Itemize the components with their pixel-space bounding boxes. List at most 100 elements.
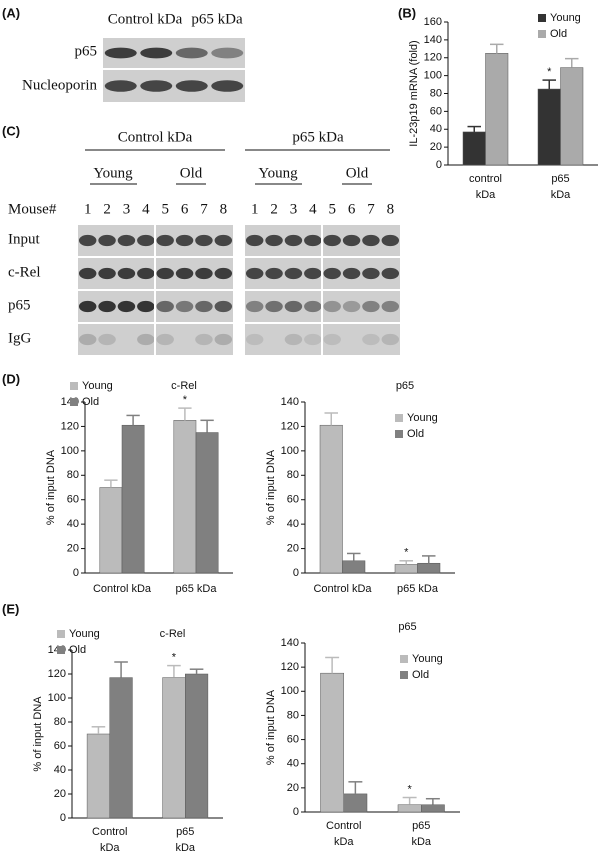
- legend-swatch: [538, 14, 546, 22]
- blot-band: [342, 267, 361, 280]
- x-tick-label: control kDa: [469, 173, 502, 201]
- blot-band: [98, 267, 116, 280]
- blot-band: [284, 234, 303, 247]
- significance-marker: *: [407, 783, 412, 795]
- blot-band: [323, 267, 341, 280]
- mouse-number: 2: [103, 201, 111, 217]
- blot-band: [265, 234, 283, 247]
- blot-band: [137, 300, 155, 313]
- blot-band: [362, 234, 380, 247]
- bar: [485, 53, 509, 166]
- panel-label: (E): [2, 601, 19, 616]
- bar: [173, 420, 197, 574]
- blot-band: [98, 234, 116, 247]
- blot-band: [214, 333, 233, 346]
- blot-band: [214, 234, 233, 247]
- bar: [320, 672, 344, 813]
- error-bar: [178, 407, 192, 421]
- blot-band: [245, 234, 264, 247]
- blot-band: [284, 333, 303, 346]
- mouse-number: 6: [348, 201, 356, 217]
- bar: [342, 560, 366, 574]
- mouse-number: 5: [328, 201, 336, 217]
- lane-label: Control kDa: [108, 11, 183, 27]
- legend-label: Old: [69, 644, 86, 656]
- y-tick-label: 40: [287, 758, 299, 770]
- legend-label: Young: [82, 380, 113, 392]
- group-label: Control kDa: [118, 129, 193, 145]
- mouse-number: 8: [220, 201, 228, 217]
- blot-band: [381, 234, 400, 247]
- error-bar: [542, 79, 556, 90]
- bar: [343, 793, 368, 813]
- legend-label: Old: [407, 428, 424, 440]
- blot-band: [381, 333, 400, 346]
- y-tick-label: 80: [287, 469, 299, 481]
- chart-title: p65: [396, 380, 414, 392]
- y-tick-label: 60: [287, 733, 299, 745]
- panel-label: (D): [2, 371, 20, 386]
- legend-label: Young: [407, 412, 438, 424]
- row-label: IgG: [8, 330, 31, 346]
- y-tick-label: 100: [61, 445, 79, 457]
- bar: [417, 562, 441, 574]
- mouse-number: 3: [290, 201, 298, 217]
- error-bar: [324, 412, 338, 426]
- panel-label: (B): [398, 5, 416, 20]
- blot-band: [381, 300, 400, 313]
- y-tick-label: 20: [67, 542, 79, 554]
- y-tick-label: 80: [430, 87, 442, 99]
- mouse-number: 5: [161, 201, 169, 217]
- legend-label: Old: [82, 396, 99, 408]
- age-label: Young: [93, 165, 133, 181]
- legend-swatch: [57, 630, 65, 638]
- blot-band: [98, 300, 116, 313]
- bar: [394, 564, 418, 574]
- age-label: Old: [346, 165, 369, 181]
- blot-band: [175, 234, 194, 247]
- x-tick-label: Control kDa: [92, 826, 127, 854]
- significance-marker: *: [404, 547, 409, 559]
- row-label: Nucleoporin: [22, 77, 97, 93]
- error-bar: [189, 668, 204, 674]
- y-axis-label: % of input DNA: [265, 449, 277, 525]
- blot-band: [78, 333, 97, 346]
- bar: [397, 804, 422, 813]
- bar: [121, 424, 145, 574]
- blot-band: [284, 267, 303, 280]
- blot-band: [156, 267, 174, 280]
- y-tick-label: 20: [54, 788, 66, 800]
- error-bar: [325, 656, 340, 674]
- y-tick-label: 0: [73, 567, 79, 579]
- mouse-number: 8: [387, 201, 395, 217]
- blot-band: [284, 300, 303, 313]
- y-axis-label: % of input DNA: [32, 696, 44, 772]
- chart-title: c-Rel: [171, 380, 197, 392]
- blot-band: [195, 333, 213, 346]
- x-tick-label: Control kDa: [326, 820, 361, 848]
- x-tick-label: p65 kDa: [176, 583, 218, 595]
- blot-band: [342, 234, 361, 247]
- y-tick-label: 120: [61, 420, 79, 432]
- error-bar: [200, 419, 214, 433]
- error-bar: [467, 125, 481, 132]
- x-tick-label: p65 kDa: [175, 826, 195, 854]
- y-tick-label: 0: [293, 567, 299, 579]
- error-bar: [490, 43, 504, 54]
- mouse-number: 2: [270, 201, 278, 217]
- blot-band: [304, 333, 322, 346]
- blot-band: [245, 267, 264, 280]
- legend-swatch: [57, 646, 65, 654]
- age-label: Young: [258, 165, 298, 181]
- error-bar: [425, 797, 440, 805]
- error-bar: [399, 560, 413, 565]
- bar: [99, 487, 123, 574]
- y-tick-label: 40: [287, 518, 299, 530]
- y-tick-label: 160: [424, 16, 442, 28]
- blot-band: [323, 333, 341, 346]
- bar: [109, 677, 133, 819]
- blot-band: [78, 267, 97, 280]
- legend-swatch: [395, 430, 403, 438]
- legend-label: Young: [550, 12, 581, 24]
